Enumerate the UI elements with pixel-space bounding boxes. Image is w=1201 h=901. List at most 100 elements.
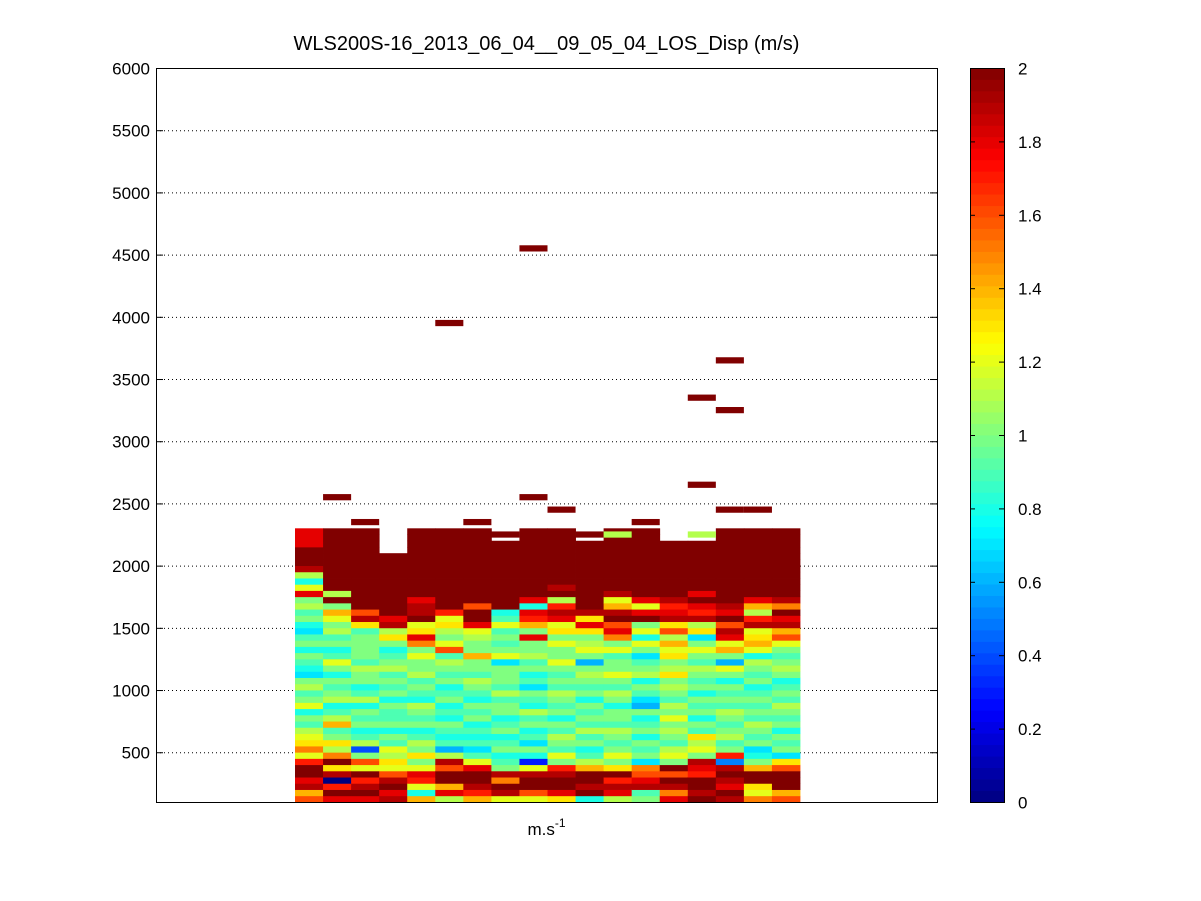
heatmap-cell	[715, 506, 744, 513]
heatmap-cell	[715, 546, 745, 554]
heatmap-cell	[519, 708, 548, 716]
heatmap-cell	[575, 596, 605, 604]
heatmap-cell	[659, 596, 689, 604]
heatmap-cell	[575, 652, 605, 660]
heatmap-cell	[295, 690, 324, 697]
heatmap-cell	[603, 658, 633, 666]
heatmap-cell	[323, 640, 352, 647]
heatmap-cell	[435, 739, 464, 747]
heatmap-cell	[407, 752, 436, 759]
heatmap-cell	[603, 609, 633, 616]
heatmap-cell	[687, 764, 717, 772]
heatmap-cell	[575, 789, 605, 797]
heatmap-cell	[687, 394, 716, 401]
heatmap-cell	[631, 727, 661, 734]
heatmap-cell	[463, 783, 492, 790]
heatmap-cell	[323, 733, 352, 741]
heatmap-cell	[575, 733, 605, 741]
heatmap-cell	[687, 783, 717, 790]
heatmap-cell	[603, 602, 633, 610]
heatmap-cell	[659, 746, 689, 753]
heatmap-cell	[491, 683, 520, 691]
colorbar-tick-label: 1.6	[1018, 206, 1042, 225]
heatmap-cell	[603, 739, 633, 747]
heatmap-cell	[519, 602, 548, 610]
heatmap-cell	[603, 789, 633, 797]
heatmap-cell	[463, 764, 492, 772]
heatmap-cell	[547, 621, 576, 629]
heatmap-cell	[687, 789, 717, 797]
heatmap-cell	[351, 518, 380, 526]
colorbar-tick-label: 0	[1018, 794, 1027, 813]
heatmap-cell	[435, 590, 464, 598]
heatmap-cell	[351, 764, 380, 772]
heatmap-cell	[687, 677, 717, 685]
heatmap-cell	[659, 559, 689, 567]
heatmap-cell	[407, 764, 436, 772]
heatmap-cell	[659, 571, 689, 579]
heatmap-cell	[323, 571, 352, 579]
heatmap-cell	[379, 596, 408, 604]
heatmap-cell	[407, 702, 436, 710]
heatmap-cell	[295, 789, 324, 797]
heatmap-cell	[323, 546, 352, 554]
heatmap-cell	[351, 783, 380, 790]
heatmap-cell	[519, 596, 548, 604]
heatmap-cell	[463, 658, 492, 666]
heatmap-cell	[379, 733, 408, 741]
heatmap-cell	[715, 739, 745, 747]
heatmap-cell	[379, 764, 408, 772]
heatmap-cell	[295, 578, 324, 585]
heatmap-cell	[771, 721, 801, 728]
heatmap-cell	[463, 571, 492, 579]
heatmap-cell	[407, 571, 436, 579]
heatmap-cell	[687, 708, 717, 716]
colorbar-segment	[970, 687, 1004, 700]
heatmap-cell	[435, 319, 464, 327]
colorbar-segment	[970, 698, 1004, 711]
heatmap-cell	[435, 634, 464, 641]
heatmap-cell	[463, 733, 492, 741]
heatmap-cell	[659, 758, 689, 766]
heatmap-cell	[547, 571, 576, 579]
heatmap-cell	[771, 584, 801, 591]
heatmap-cell	[771, 746, 801, 753]
heatmap-cell	[771, 658, 801, 666]
heatmap-cell	[379, 727, 408, 734]
colorbar-segment	[970, 205, 1004, 218]
colorbar-segment	[970, 240, 1004, 252]
heatmap-cell	[715, 534, 745, 542]
heatmap-cell	[575, 783, 605, 790]
colorbar-segment	[970, 90, 1004, 103]
heatmap-cell	[407, 677, 436, 685]
heatmap-cell	[575, 671, 605, 678]
heatmap-cell	[463, 752, 492, 759]
heatmap-cell	[519, 677, 548, 685]
heatmap-cell	[295, 777, 324, 784]
heatmap-cell	[323, 714, 352, 722]
heatmap-cell	[323, 658, 352, 666]
heatmap-cell	[743, 770, 773, 778]
heatmap-cell	[603, 553, 633, 560]
heatmap-cell	[463, 578, 492, 585]
heatmap-cell	[295, 528, 324, 535]
heatmap-cell	[491, 634, 520, 641]
heatmap-cell	[603, 640, 633, 647]
y-tick-label: 2500	[112, 495, 150, 514]
heatmap-cell	[743, 621, 773, 629]
heatmap-cell	[771, 758, 801, 766]
heatmap-cell	[379, 634, 408, 641]
heatmap-cell	[379, 739, 408, 747]
heatmap-cell	[519, 795, 548, 803]
heatmap-cell	[491, 696, 520, 703]
heatmap-cell	[715, 758, 745, 766]
heatmap-cell	[435, 714, 464, 722]
heatmap-cell	[771, 764, 801, 772]
heatmap-cell	[771, 531, 800, 538]
heatmap-cell	[715, 658, 745, 666]
heatmap-cell	[323, 646, 352, 654]
heatmap-cell	[323, 559, 352, 567]
heatmap-cell	[715, 702, 745, 710]
heatmap-cell	[687, 746, 717, 753]
y-tick-labels: 500 1000 1500 2000 2500 3000 3500 4000 4500 5000 5…	[112, 60, 150, 763]
